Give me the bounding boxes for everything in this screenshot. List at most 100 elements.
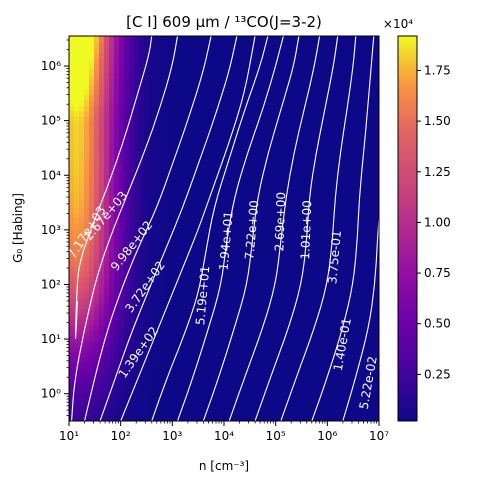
heatmap-cell: [349, 175, 355, 181]
heatmap-cell: [74, 346, 80, 353]
heatmap-cell: [309, 105, 315, 112]
heatmap-cell: [289, 100, 295, 107]
heatmap-cell: [74, 164, 80, 171]
heatmap-cell: [354, 372, 360, 379]
heatmap-cell: [164, 105, 170, 112]
heatmap-cell: [289, 394, 295, 401]
heatmap-cell: [274, 383, 280, 390]
heatmap-cell: [119, 94, 125, 101]
heatmap-cell: [359, 324, 365, 331]
heatmap-cell: [294, 303, 300, 310]
heatmap-cell: [229, 73, 235, 80]
heatmap-cell: [269, 68, 275, 75]
heatmap-cell: [214, 404, 220, 411]
heatmap-cell: [209, 255, 215, 262]
heatmap-cell: [99, 340, 105, 347]
heatmap-cell: [89, 94, 95, 101]
heatmap-cell: [319, 298, 325, 304]
heatmap-cell: [94, 292, 100, 299]
heatmap-cell: [79, 260, 85, 267]
heatmap-cell: [89, 244, 95, 251]
heatmap-cell: [154, 158, 160, 165]
heatmap-cell: [319, 292, 325, 299]
heatmap-cell: [89, 260, 95, 267]
heatmap-cell: [234, 383, 240, 390]
heatmap-cell: [69, 404, 75, 411]
heatmap-cell: [304, 244, 310, 251]
heatmap-cell: [84, 351, 90, 358]
heatmap-cell: [279, 116, 285, 123]
heatmap-cell: [369, 367, 375, 374]
heatmap-cell: [239, 212, 245, 219]
heatmap-cell: [169, 233, 175, 240]
heatmap-cell: [334, 260, 340, 267]
heatmap-cell: [194, 330, 200, 337]
heatmap-cell: [89, 116, 95, 123]
heatmap-cell: [204, 255, 210, 262]
heatmap-cell: [364, 121, 370, 128]
heatmap-cell: [244, 239, 250, 246]
heatmap-cell: [239, 281, 245, 288]
heatmap-cell: [274, 249, 280, 256]
heatmap-cell: [204, 287, 210, 294]
heatmap-cell: [309, 207, 315, 214]
heatmap-cell: [294, 223, 300, 230]
heatmap-cell: [194, 249, 200, 256]
heatmap-cell: [214, 68, 220, 75]
heatmap-cell: [374, 121, 379, 128]
heatmap-cell: [314, 94, 320, 101]
heatmap-cell: [229, 52, 235, 58]
heatmap-cell: [324, 217, 330, 224]
heatmap-cell: [274, 68, 280, 75]
heatmap-cell: [289, 110, 295, 117]
heatmap-cell: [199, 255, 205, 262]
heatmap-cell: [269, 158, 275, 165]
heatmap-cell: [99, 142, 105, 149]
heatmap-cell: [134, 239, 140, 246]
heatmap-cell: [299, 100, 305, 107]
heatmap-cell: [369, 142, 375, 149]
heatmap-cell: [304, 367, 310, 374]
heatmap-cell: [299, 330, 305, 337]
heatmap-cell: [289, 367, 295, 374]
heatmap-cell: [329, 378, 335, 385]
heatmap-cell: [239, 94, 245, 101]
heatmap-cell: [174, 46, 180, 53]
heatmap-cell: [94, 89, 100, 96]
heatmap-cell: [219, 287, 225, 294]
heatmap-cell: [139, 191, 145, 198]
heatmap-cell: [324, 137, 330, 144]
heatmap-cell: [104, 415, 110, 421]
heatmap-cell: [334, 415, 340, 421]
heatmap-cell: [344, 388, 350, 395]
heatmap-cell: [234, 356, 240, 363]
heatmap-cell: [124, 52, 130, 58]
heatmap-cell: [314, 367, 320, 374]
heatmap-cell: [209, 404, 215, 411]
heatmap-cell: [139, 233, 145, 240]
heatmap-cell: [84, 362, 90, 369]
heatmap-cell: [84, 233, 90, 240]
heatmap-cell: [109, 73, 115, 80]
heatmap-cell: [129, 73, 135, 80]
heatmap-cell: [244, 351, 250, 358]
heatmap-cell: [349, 84, 355, 91]
heatmap-cell: [189, 388, 195, 395]
heatmap-cell: [349, 314, 355, 321]
heatmap-cell: [84, 394, 90, 401]
heatmap-cell: [284, 340, 290, 347]
heatmap-cell: [289, 137, 295, 144]
heatmap-cell: [139, 346, 145, 353]
heatmap-cell: [104, 308, 110, 315]
heatmap-cell: [269, 394, 275, 401]
heatmap-cell: [169, 191, 175, 198]
heatmap-cell: [329, 126, 335, 133]
heatmap-cell: [69, 121, 75, 128]
heatmap-cell: [99, 73, 105, 80]
heatmap-cell: [349, 228, 355, 235]
heatmap-cell: [284, 84, 290, 91]
heatmap-cell: [174, 175, 180, 181]
heatmap-cell: [219, 292, 225, 299]
heatmap-cell: [349, 110, 355, 117]
heatmap-cell: [139, 388, 145, 395]
